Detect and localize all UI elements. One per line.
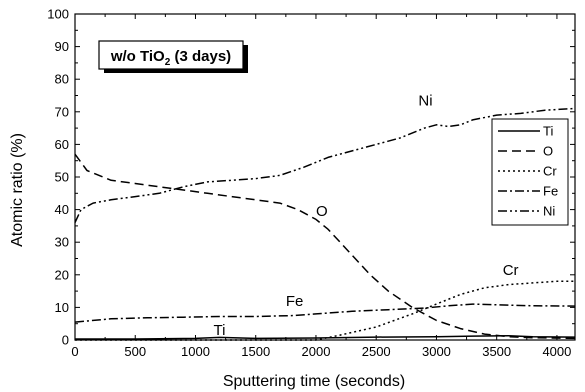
y-tick-label: 80 [55, 72, 69, 87]
annotation-ti: Ti [214, 322, 226, 339]
y-tick-label: 30 [55, 235, 69, 250]
legend: Ti O Cr Fe Ni [491, 118, 569, 226]
y-axis-title: Atomic ratio (%) [9, 133, 26, 247]
y-tick-label: 0 [62, 333, 69, 348]
annotation-cr: Cr [503, 262, 519, 279]
annotation-fe: Fe [286, 293, 304, 310]
y-tick-label: 10 [55, 300, 69, 315]
x-tick-label: 500 [124, 344, 146, 359]
axes: 0 500 1000 1500 2000 2500 3000 3500 4000 0 10 20 30 4… [47, 7, 575, 359]
legend-label-fe: Fe [543, 184, 558, 199]
y-tick-label: 100 [47, 7, 69, 22]
x-tick-label: 3500 [482, 344, 511, 359]
series-line-fe [74, 303, 576, 323]
x-tick-label: 2000 [302, 344, 331, 359]
x-tick-label: 1000 [181, 344, 210, 359]
y-tick-label: 90 [55, 39, 69, 54]
x-tick-label: 3000 [422, 344, 451, 359]
y-tick-label: 60 [55, 137, 69, 152]
y-tick-label: 40 [55, 202, 69, 217]
annotation-o: O [316, 203, 328, 220]
chart-title: w/o TiO2 (3 days) [110, 48, 231, 68]
series-line-cr [75, 280, 575, 341]
y-tick-label: 20 [55, 267, 69, 282]
y-tick-label: 50 [55, 170, 69, 185]
series-annotations: Ni O Cr Fe Ti [214, 92, 519, 339]
x-tick-label: 4000 [542, 344, 571, 359]
x-axis-title: Sputtering time (seconds) [223, 373, 405, 390]
series-line-o [74, 153, 576, 340]
x-tick-label: 0 [71, 344, 78, 359]
y-tick-label: 70 [55, 104, 69, 119]
x-tick-label: 2500 [362, 344, 391, 359]
legend-label-ti: Ti [543, 124, 553, 139]
legend-label-ni: Ni [543, 204, 555, 219]
legend-label-cr: Cr [543, 164, 557, 179]
chart-title-box: w/o TiO2 (3 days) [98, 40, 248, 73]
annotation-ni: Ni [418, 92, 432, 109]
legend-label-o: O [543, 144, 553, 159]
series-line-ni [74, 107, 576, 223]
x-tick-label: 1500 [241, 344, 270, 359]
